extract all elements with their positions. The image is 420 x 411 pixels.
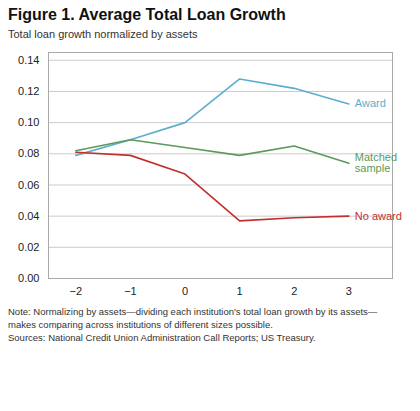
svg-text:0.14: 0.14 (18, 54, 39, 66)
svg-text:0: 0 (182, 285, 188, 297)
svg-text:0.06: 0.06 (18, 179, 39, 191)
html-text:Figure 1. Average Total Loan G: Figure 1. Average Total Loan Growth (8, 6, 286, 23)
html-text:Total loan growth normalized b: Total loan growth normalized by assets (8, 28, 198, 40)
svg-text:0.04: 0.04 (18, 210, 39, 222)
svg-text:0.00: 0.00 (18, 272, 39, 284)
svg-text:Matchedsample: Matchedsample (355, 151, 397, 174)
svg-text:0.12: 0.12 (18, 85, 39, 97)
svg-text:Award: Award (355, 97, 386, 109)
svg-text:No award: No award (355, 210, 402, 222)
svg-text:0.08: 0.08 (18, 147, 39, 159)
html-text:Note: Normalizing by assets—di: Note: Normalizing by assets—dividing eac… (8, 306, 378, 343)
svg-text:0.02: 0.02 (18, 241, 39, 253)
svg-text:2: 2 (291, 285, 297, 297)
svg-text:0.10: 0.10 (18, 116, 39, 128)
svg-text:−2: −2 (70, 285, 83, 297)
svg-text:−1: −1 (124, 285, 137, 297)
svg-text:3: 3 (346, 285, 352, 297)
svg-text:1: 1 (237, 285, 243, 297)
